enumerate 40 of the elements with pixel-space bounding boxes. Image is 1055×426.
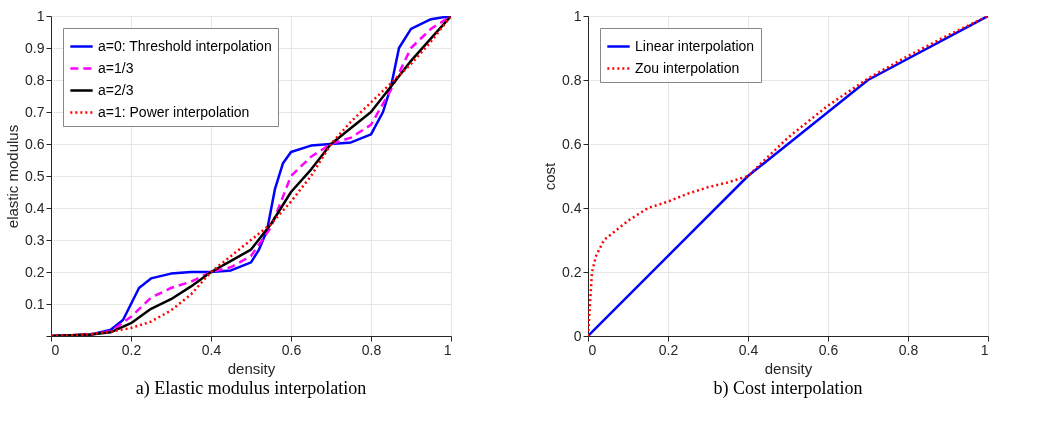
y-tick-label: 0.4 [562, 199, 582, 216]
x-tick-label: 0 [51, 341, 60, 358]
y-tick-label: 0.9 [25, 39, 45, 56]
y-tick-label: 0.8 [562, 71, 582, 88]
legend-label: Zou interpolation [635, 59, 740, 76]
x-axis-title: density [227, 359, 276, 377]
y-tick-label: 0.3 [25, 231, 45, 248]
text: a) Elastic modulus interpolation [135, 378, 367, 399]
y-axis-title: cost [541, 161, 559, 191]
text: b) Cost interpolation [713, 378, 863, 399]
legend-label: Linear interpolation [635, 37, 755, 54]
y-tick-label: 0.4 [25, 199, 45, 216]
x-tick-label: 0.8 [898, 341, 919, 358]
y-axis-title: elastic modulus [4, 124, 22, 229]
y-tick-label: 0.7 [25, 103, 45, 120]
x-tick-label: 0.4 [201, 341, 222, 358]
y-tick-label: 0 [573, 327, 582, 344]
x-axis-title: density [764, 359, 813, 377]
x-tick-label: 1 [443, 341, 452, 358]
y-tick-label: 0.2 [25, 263, 45, 280]
y-tick-label: 0.6 [25, 135, 45, 152]
y-tick-label: 1 [36, 7, 45, 24]
x-tick-label: 0.6 [818, 341, 839, 358]
x-tick-label: 0.6 [281, 341, 302, 358]
y-tick-label: 0.8 [25, 71, 45, 88]
legend-label: a=1: Power interpolation [98, 103, 250, 120]
x-tick-label: 0.2 [658, 341, 679, 358]
y-tick-label: 0.6 [562, 135, 582, 152]
y-tick-label: 0.5 [25, 167, 45, 184]
legend-label: a=1/3 [98, 59, 134, 76]
x-tick-label: 0.4 [738, 341, 759, 358]
legend-label: a=2/3 [98, 81, 134, 98]
y-tick-label: 0.2 [562, 263, 582, 280]
x-tick-label: 0.2 [121, 341, 142, 358]
legend-label: a=0: Threshold interpolation [98, 37, 272, 54]
y-tick-label: 1 [573, 7, 582, 24]
x-tick-label: 1 [980, 341, 989, 358]
x-tick-label: 0 [588, 341, 597, 358]
y-tick-label: 0.1 [25, 295, 45, 312]
x-tick-label: 0.8 [361, 341, 382, 358]
